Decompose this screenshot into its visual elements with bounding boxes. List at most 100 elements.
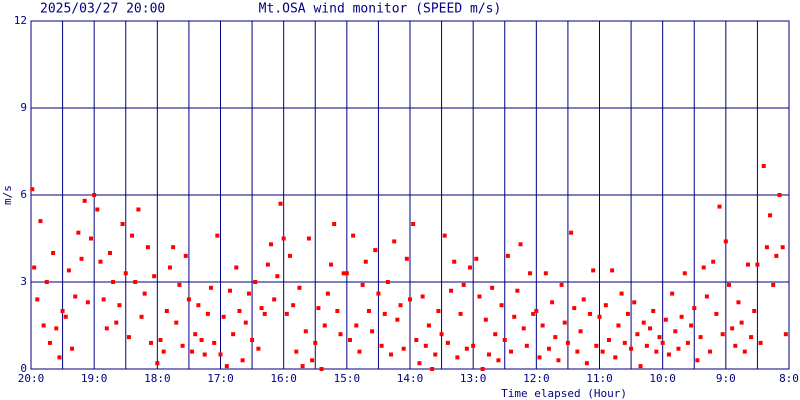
point bbox=[701, 265, 706, 270]
point bbox=[171, 245, 176, 250]
point bbox=[398, 303, 403, 308]
point bbox=[711, 259, 716, 264]
point bbox=[685, 340, 690, 345]
point bbox=[221, 314, 226, 319]
point bbox=[376, 291, 381, 296]
point bbox=[651, 309, 656, 313]
point bbox=[439, 332, 444, 337]
point bbox=[468, 265, 473, 270]
point bbox=[66, 268, 71, 273]
point bbox=[164, 309, 169, 313]
point bbox=[689, 323, 694, 328]
point bbox=[426, 323, 431, 328]
point bbox=[373, 248, 378, 253]
point bbox=[708, 349, 713, 354]
point bbox=[635, 332, 640, 337]
point bbox=[202, 352, 207, 357]
point bbox=[123, 271, 128, 276]
point bbox=[82, 198, 87, 203]
point bbox=[300, 364, 305, 369]
point bbox=[531, 311, 536, 316]
point bbox=[660, 340, 665, 345]
point bbox=[673, 329, 678, 334]
point bbox=[287, 253, 292, 258]
point bbox=[663, 317, 668, 322]
point bbox=[89, 236, 94, 241]
point bbox=[341, 271, 346, 276]
point bbox=[351, 233, 356, 238]
point bbox=[256, 346, 261, 351]
point bbox=[629, 346, 634, 351]
point bbox=[193, 332, 198, 337]
point bbox=[212, 340, 217, 345]
point bbox=[749, 335, 754, 340]
point bbox=[79, 256, 84, 261]
point bbox=[584, 361, 589, 366]
point bbox=[733, 343, 738, 348]
point bbox=[303, 329, 308, 334]
point bbox=[136, 207, 141, 212]
x-tick-label: 13:0 bbox=[460, 372, 487, 385]
point bbox=[606, 338, 611, 342]
point bbox=[294, 349, 299, 354]
point bbox=[142, 291, 147, 296]
point bbox=[95, 207, 100, 212]
point bbox=[452, 259, 457, 264]
point bbox=[543, 271, 548, 276]
point bbox=[540, 323, 545, 328]
point bbox=[329, 262, 334, 267]
point bbox=[641, 320, 646, 325]
x-tick-label: 19:0 bbox=[81, 372, 108, 385]
point bbox=[562, 320, 567, 325]
point bbox=[167, 265, 172, 270]
point bbox=[594, 343, 599, 348]
point bbox=[458, 311, 463, 316]
point bbox=[259, 306, 264, 311]
point bbox=[269, 242, 274, 247]
point bbox=[528, 271, 533, 276]
point bbox=[130, 233, 135, 238]
point bbox=[512, 314, 517, 319]
point bbox=[720, 332, 725, 337]
point bbox=[357, 349, 362, 354]
point bbox=[761, 164, 766, 168]
point bbox=[474, 256, 479, 261]
x-tick-label: 10:0 bbox=[649, 372, 676, 385]
point bbox=[676, 346, 681, 351]
point bbox=[591, 268, 596, 273]
point bbox=[442, 233, 447, 238]
point bbox=[553, 335, 558, 340]
y-tick-label: 6 bbox=[20, 188, 27, 201]
point bbox=[54, 326, 59, 331]
point bbox=[199, 338, 204, 342]
point bbox=[408, 297, 412, 302]
x-tick-label: 14:0 bbox=[397, 372, 424, 385]
point bbox=[682, 271, 687, 276]
point bbox=[231, 332, 236, 337]
point bbox=[752, 309, 757, 313]
y-tick-label: 0 bbox=[20, 362, 27, 375]
point bbox=[417, 361, 422, 366]
y-axis-label: m/s bbox=[1, 185, 14, 205]
point bbox=[177, 282, 182, 287]
point bbox=[581, 297, 586, 302]
point bbox=[610, 268, 615, 273]
point bbox=[578, 329, 583, 334]
point bbox=[155, 361, 160, 366]
point bbox=[335, 309, 340, 313]
point bbox=[104, 326, 109, 331]
point bbox=[101, 297, 106, 302]
x-tick-label: 12:0 bbox=[523, 372, 550, 385]
point bbox=[120, 222, 125, 226]
point bbox=[291, 303, 296, 308]
point bbox=[234, 265, 239, 270]
point bbox=[768, 213, 773, 218]
point bbox=[111, 280, 116, 284]
x-tick-label: 8:0 bbox=[779, 372, 799, 385]
point bbox=[445, 340, 450, 345]
point bbox=[325, 291, 330, 296]
point bbox=[382, 311, 387, 316]
point bbox=[613, 355, 618, 360]
point bbox=[30, 187, 35, 192]
